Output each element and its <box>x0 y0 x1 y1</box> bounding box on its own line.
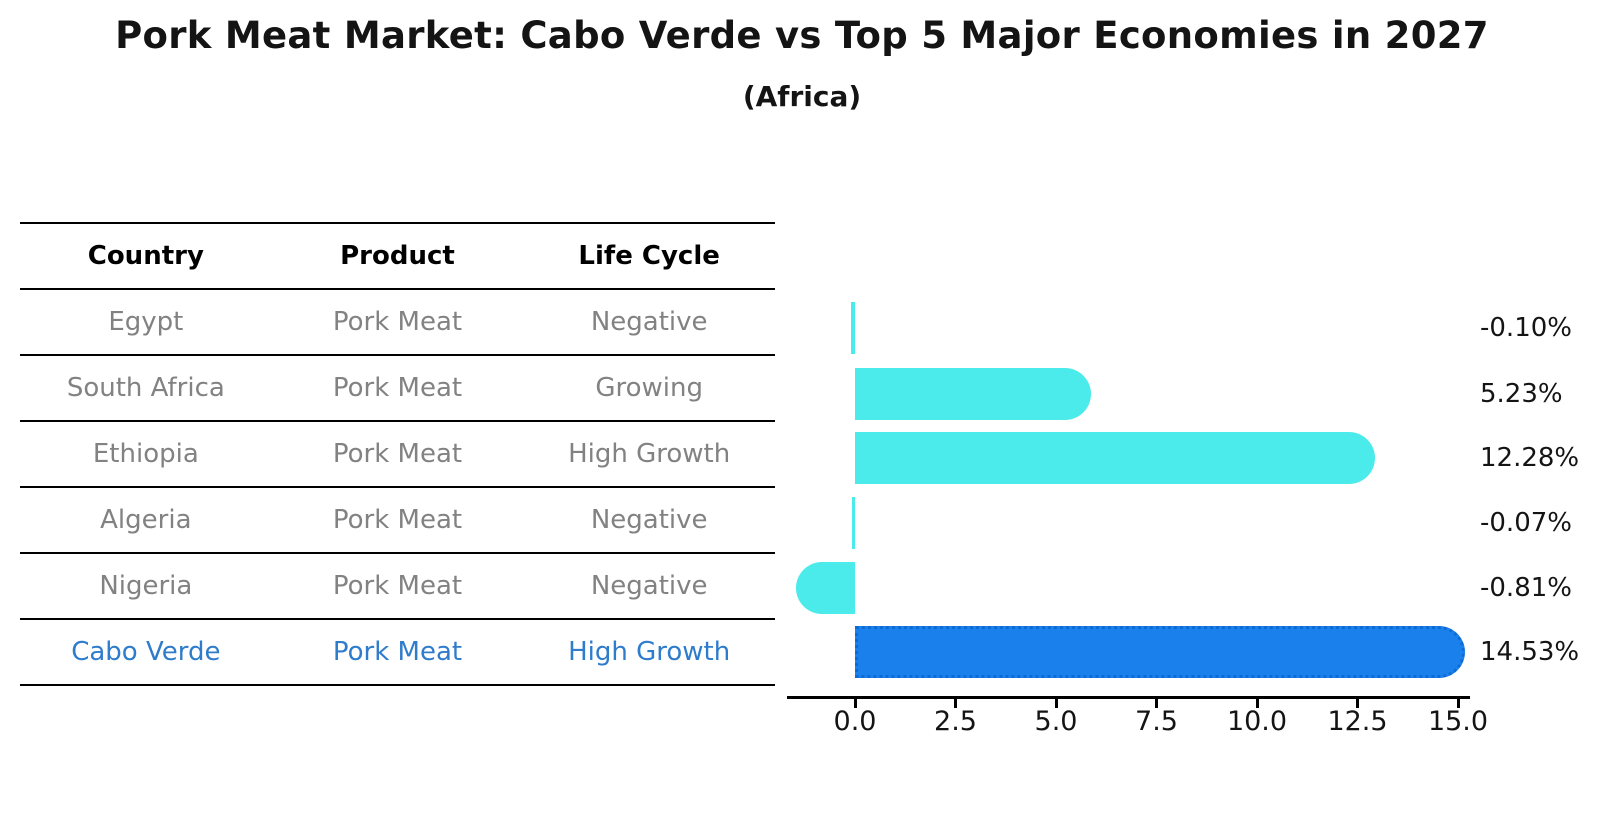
cell-product: Pork Meat <box>271 553 524 620</box>
bar-algeria <box>852 497 855 549</box>
cell-product: Pork Meat <box>271 487 524 554</box>
chart-subtitle: (Africa) <box>742 80 862 113</box>
table-row-cabo-verde: Cabo Verde Pork Meat High Growth <box>20 619 775 686</box>
x-axis-tick-12.5 <box>1356 699 1359 708</box>
col-header-life-cycle: Life Cycle <box>523 222 775 290</box>
value-label-cabo-verde: 14.53% <box>1480 637 1580 667</box>
cell-country: Algeria <box>20 487 272 554</box>
cell-product: Pork Meat <box>271 355 524 422</box>
bar-ethiopia <box>855 432 1375 484</box>
table-header-row: Country Product Life Cycle <box>20 222 775 290</box>
x-axis-tick-label-10.0: 10.0 <box>1226 706 1288 737</box>
x-axis-tick-5.0 <box>1054 699 1058 708</box>
bar-south-africa <box>855 368 1092 420</box>
table-row-algeria: Algeria Pork Meat Negative <box>20 487 775 554</box>
cell-country: Egypt <box>20 289 272 356</box>
cell-life-cycle: Negative <box>523 487 775 554</box>
value-label-egypt: -0.10% <box>1480 313 1572 343</box>
value-label-nigeria: -0.81% <box>1480 573 1572 603</box>
cell-product: Pork Meat <box>271 421 524 488</box>
cell-product: Pork Meat <box>271 289 524 356</box>
x-axis-tick-label-7.5: 7.5 <box>1135 706 1178 737</box>
cell-life-cycle: High Growth <box>523 619 775 686</box>
cell-life-cycle: High Growth <box>523 421 775 488</box>
x-axis-tick-10.0 <box>1255 699 1259 708</box>
x-axis-tick-15.0 <box>1456 699 1460 708</box>
x-axis-tick-label-12.5: 12.5 <box>1327 706 1388 737</box>
bar-cabo-verde <box>855 626 1466 678</box>
chart-title: Pork Meat Market: Cabo Verde vs Top 5 Ma… <box>115 14 1489 57</box>
table-row-ethiopia: Ethiopia Pork Meat High Growth <box>20 421 775 488</box>
col-header-product: Product <box>271 222 524 290</box>
x-axis-tick-0.0 <box>853 699 857 708</box>
bar-nigeria <box>796 562 855 614</box>
x-axis-tick-label-5.0: 5.0 <box>1034 706 1078 737</box>
cell-life-cycle: Growing <box>523 355 775 422</box>
country-table: Country Product Life Cycle Egypt Pork Me… <box>20 222 775 686</box>
x-axis-tick-label-0.0: 0.0 <box>833 706 877 737</box>
value-label-algeria: -0.07% <box>1480 508 1572 538</box>
x-axis-line <box>787 696 1470 699</box>
table-row-south-africa: South Africa Pork Meat Growing <box>20 355 775 422</box>
x-axis-tick-label-2.5: 2.5 <box>934 706 977 737</box>
bar-egypt <box>850 302 855 354</box>
cell-product: Pork Meat <box>271 619 524 686</box>
cell-life-cycle: Negative <box>523 289 775 356</box>
cell-country: Nigeria <box>20 553 272 620</box>
x-axis-tick-7.5 <box>1155 699 1158 708</box>
table-row-nigeria: Nigeria Pork Meat Negative <box>20 553 775 620</box>
cell-country: South Africa <box>20 355 272 422</box>
value-label-south-africa: 5.23% <box>1480 379 1563 409</box>
cell-life-cycle: Negative <box>523 553 775 620</box>
cell-country: Cabo Verde <box>20 619 272 686</box>
table-row-egypt: Egypt Pork Meat Negative <box>20 289 775 356</box>
col-header-country: Country <box>20 222 272 290</box>
cell-country: Ethiopia <box>20 421 272 488</box>
value-label-ethiopia: 12.28% <box>1480 443 1580 473</box>
x-axis-tick-2.5 <box>954 699 957 708</box>
x-axis-tick-label-15.0: 15.0 <box>1427 706 1489 737</box>
